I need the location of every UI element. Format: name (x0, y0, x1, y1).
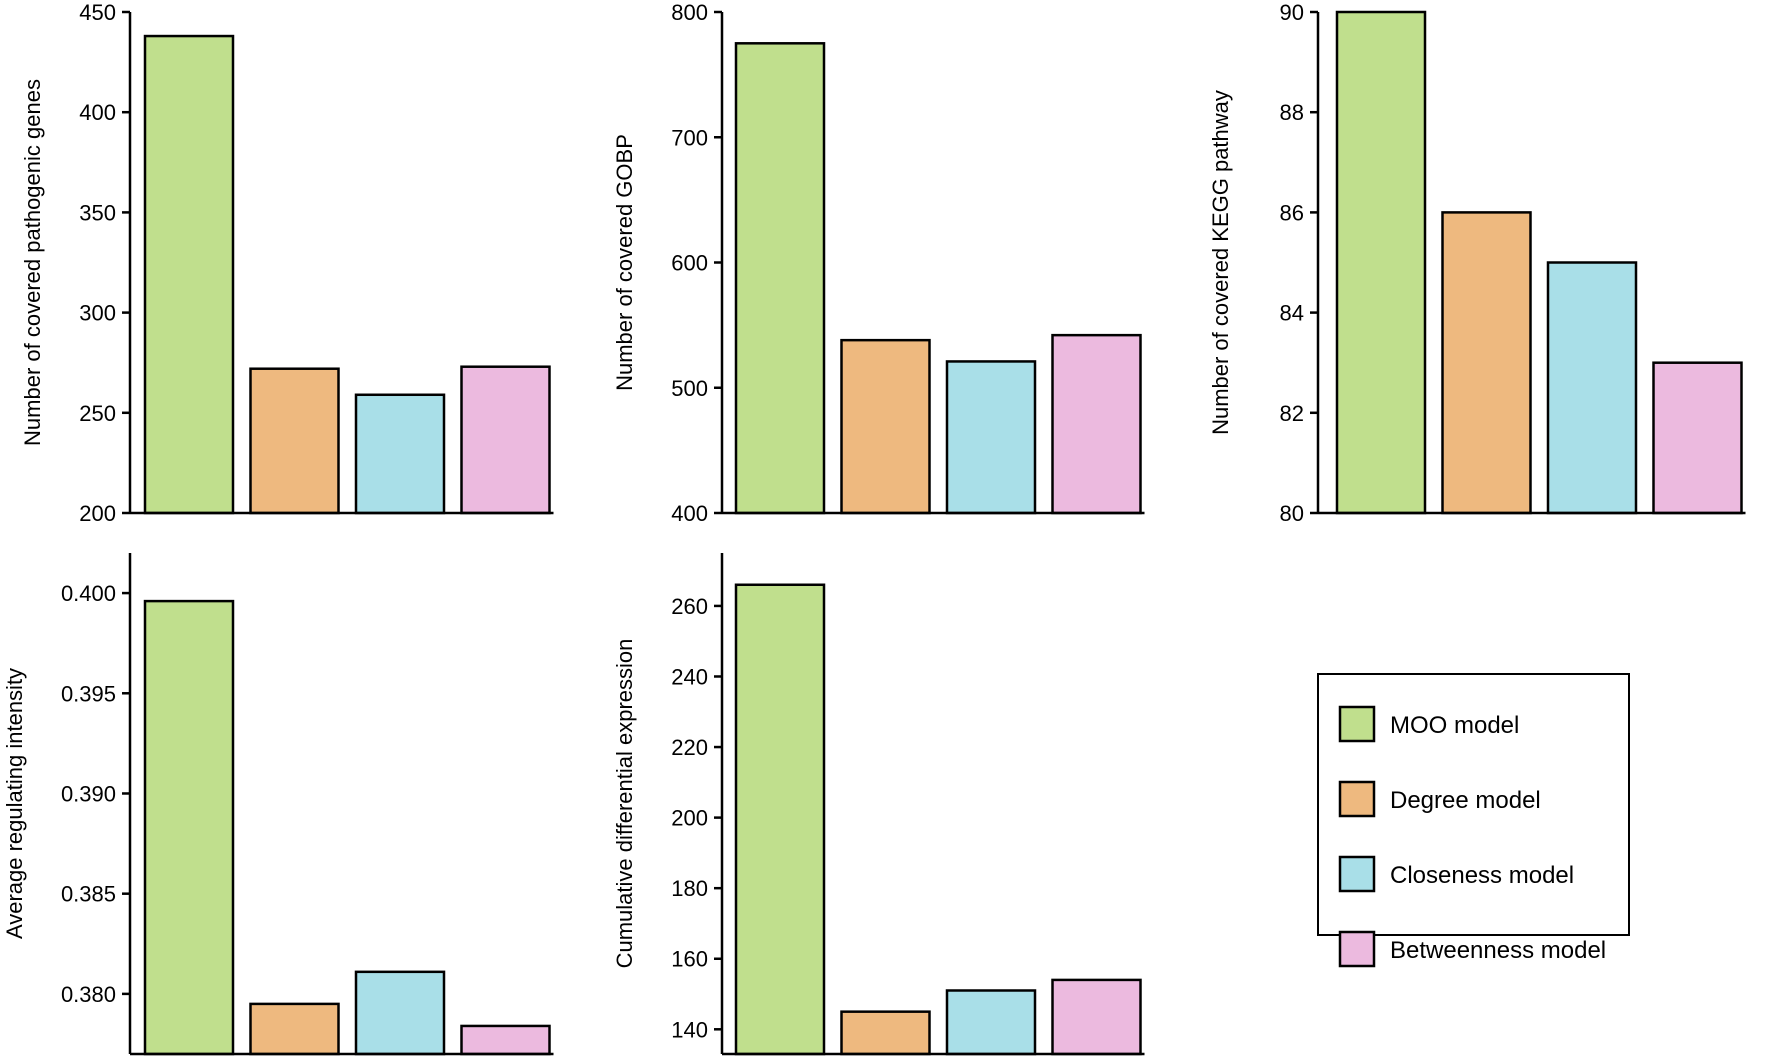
y-tick-label: 600 (671, 251, 708, 276)
y-axis-title: Average regulating intensity (2, 668, 27, 939)
chart-panel-3: 80 82 84 86 88 90 Number of covered KEGG pathw… (1208, 0, 1746, 526)
y-tick-label: 200 (671, 806, 708, 831)
legend-swatch-betweenness-model (1338, 930, 1376, 968)
y-tick-label: 800 (671, 0, 708, 25)
bar-moo-model (143, 599, 235, 1056)
y-tick-label: 88 (1280, 100, 1304, 125)
y-tick-label: 450 (79, 0, 116, 25)
legend-label: Degree model (1390, 787, 1541, 814)
y-tick-label: 220 (671, 735, 708, 760)
bar-closeness-model (945, 360, 1037, 515)
y-axis-title: Number of covered KEGG pathway (1208, 90, 1233, 435)
bar-betweenness-model (460, 365, 551, 515)
y-axis-title: Number of covered GOBP (612, 134, 637, 391)
y-tick-label: 160 (671, 947, 708, 972)
y-tick-label: 400 (79, 100, 116, 125)
y-tick-label: 200 (79, 501, 116, 526)
chart-panel-5: 140 160 180 200 220 240 260 Cumulative differen… (612, 553, 1145, 1056)
y-tick-label: 0.400 (61, 581, 116, 606)
bar-closeness-model (354, 393, 446, 515)
bar-moo-model (734, 583, 826, 1056)
y-tick-label: 400 (671, 501, 708, 526)
bar-degree-model (249, 367, 340, 515)
y-tick-label: 500 (671, 376, 708, 401)
y-tick-label: 350 (79, 200, 116, 225)
bar-betweenness-model (1051, 978, 1142, 1056)
y-tick-label: 0.390 (61, 781, 116, 806)
y-tick-label: 700 (671, 125, 708, 150)
bar-moo-model (1335, 10, 1427, 515)
legend-swatch-moo-model (1338, 705, 1376, 743)
y-tick-label: 86 (1280, 200, 1304, 225)
y-tick-label: 180 (671, 876, 708, 901)
bar-betweenness-model (460, 1024, 551, 1056)
y-tick-label: 0.385 (61, 882, 116, 907)
y-tick-label: 0.380 (61, 982, 116, 1007)
y-tick-label: 82 (1280, 401, 1304, 426)
legend: MOO model Degree model Closeness model Betw… (1317, 673, 1630, 968)
legend-swatch-closeness-model (1338, 855, 1376, 893)
y-tick-label: 80 (1280, 501, 1304, 526)
bar-moo-model (143, 34, 235, 515)
bar-degree-model (840, 1010, 931, 1056)
bar-betweenness-model (1652, 361, 1743, 515)
bar-betweenness-model (1051, 333, 1142, 515)
y-tick-label: 260 (671, 594, 708, 619)
y-tick-label: 140 (671, 1017, 708, 1042)
chart-panel-1: 200 250 300 350 400 450 Number of covered path… (20, 0, 554, 526)
bar-closeness-model (354, 970, 446, 1056)
legend-label: Closeness model (1390, 862, 1574, 889)
y-tick-label: 84 (1280, 301, 1304, 326)
bar-degree-model (249, 1002, 340, 1056)
legend-label: Betweenness model (1390, 937, 1606, 964)
y-tick-label: 300 (79, 301, 116, 326)
y-tick-label: 240 (671, 664, 708, 689)
bar-closeness-model (945, 989, 1037, 1056)
bar-moo-model (734, 42, 826, 515)
legend-swatch-degree-model (1338, 780, 1376, 818)
y-tick-label: 250 (79, 401, 116, 426)
legend-label: MOO model (1390, 712, 1519, 739)
bar-degree-model (840, 338, 931, 515)
y-tick-label: 90 (1280, 0, 1304, 25)
bar-degree-model (1441, 211, 1532, 515)
chart-panel-4: 0.380 0.385 0.390 0.395 0.400 Average regulat… (2, 553, 554, 1056)
y-tick-label: 0.395 (61, 681, 116, 706)
y-axis-title: Cumulative differential expression (612, 639, 637, 969)
y-axis-title: Number of covered pathogenic genes (20, 79, 45, 446)
bar-closeness-model (1546, 261, 1638, 515)
chart-panel-2: 400 500 600 700 800 Number of covered GOBP (612, 0, 1145, 526)
